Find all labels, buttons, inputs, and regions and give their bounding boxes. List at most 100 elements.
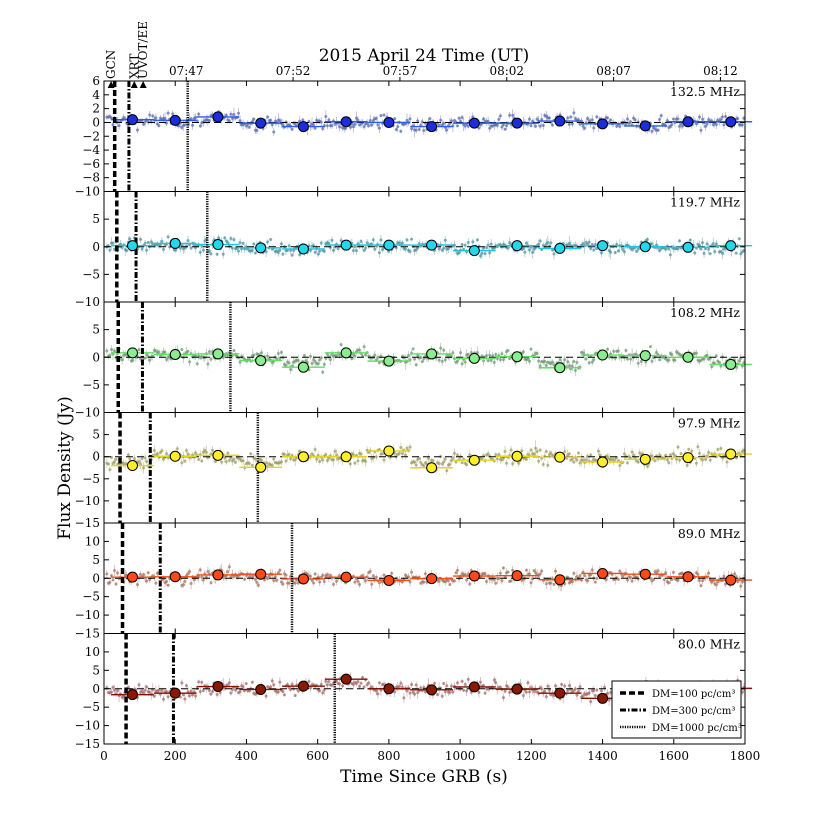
panel-3-noise-point xyxy=(419,460,423,464)
panel-3-noise-point xyxy=(431,458,435,462)
panel-0-noise-point xyxy=(625,117,629,121)
panel-1-noise-point xyxy=(616,249,620,253)
panel-0-noise-point xyxy=(143,120,147,124)
panel-0-noise-point xyxy=(697,115,701,119)
panel-2-noise-point xyxy=(373,353,377,357)
panel-1-noise-point xyxy=(609,250,613,254)
panel-2-noise-point xyxy=(550,360,554,364)
panel-4-noise-point xyxy=(423,572,427,576)
panel-4-noise-point xyxy=(109,574,113,578)
panel-5-noise-point xyxy=(543,689,547,693)
panel-5-noise-point xyxy=(442,681,446,685)
panel-4-noise-point xyxy=(267,574,271,578)
panel-1-noise-point xyxy=(485,246,489,250)
panel-2-noise-point xyxy=(289,368,293,372)
panel-1-noise-point xyxy=(488,251,492,255)
panel-4-noise-point xyxy=(309,574,313,578)
panel-5-noise-point xyxy=(111,685,115,689)
panel-0-noise-point xyxy=(495,123,499,127)
panel-0-noise-point xyxy=(618,125,622,129)
panel-5-noise-point xyxy=(448,690,452,694)
panel-3-noise-point xyxy=(707,450,711,454)
panel-3-noise-point xyxy=(725,460,729,464)
panel-1-noise-point xyxy=(482,246,486,250)
panel-5-noise-point xyxy=(592,689,596,693)
panel-3-noise-point xyxy=(486,452,490,456)
panel-2-noise-point xyxy=(316,362,320,366)
panel-4-noise-point xyxy=(273,575,277,579)
panel-4-noise-point xyxy=(356,579,360,583)
panel-0-noise-point xyxy=(377,126,381,130)
panel-3-noise-point xyxy=(705,454,709,458)
panel-4-noise-point xyxy=(142,573,146,577)
panel-0-noise-point xyxy=(658,117,662,121)
panel-2-noise-point xyxy=(411,347,415,351)
panel-4-noise-point xyxy=(699,584,703,588)
panel-3-noise-point xyxy=(359,452,363,456)
panel-4-noise-point xyxy=(374,575,378,579)
panel-3-noise-point xyxy=(287,452,291,456)
panel-4-noise-point xyxy=(243,577,247,581)
panel-5-noise-point xyxy=(370,685,374,689)
panel-3-noise-point xyxy=(233,460,237,464)
panel-0-noise-point xyxy=(393,117,397,121)
panel-1-noise-point xyxy=(364,246,368,250)
panel-5-noise-point xyxy=(198,689,202,693)
panel-1-noise-point xyxy=(276,250,280,254)
panel-1-noise-point xyxy=(678,239,682,243)
panel-0-noise-point xyxy=(679,122,683,126)
panel-4-noise-point xyxy=(318,580,322,584)
panel-4-noise-point xyxy=(408,580,412,584)
panel-5-noise-point xyxy=(599,689,603,693)
panel-3-noise-point xyxy=(249,452,253,456)
panel-4-noise-point xyxy=(111,578,115,582)
panel-5-noise-point xyxy=(207,689,211,693)
panel-5-noise-point xyxy=(307,679,311,683)
panel-2-noise-point xyxy=(492,360,496,364)
panel-5-noise-point xyxy=(575,693,579,697)
panel-1-noise-point xyxy=(549,241,553,245)
panel-4-noise-point xyxy=(492,578,496,582)
panel-4-noise-point xyxy=(192,578,196,582)
panel-0-noise-point xyxy=(463,124,467,128)
panel-3-noise-point xyxy=(716,447,720,451)
panel-4-noise-point xyxy=(511,568,515,572)
panel-0-noise-point xyxy=(457,116,461,120)
panel-4-noise-point xyxy=(586,579,590,583)
panel-0-noise-point xyxy=(606,116,610,120)
panel-0-noise-point xyxy=(325,124,329,128)
panel-3-noise-point xyxy=(570,457,574,461)
panel-5-noise-point xyxy=(483,691,487,695)
panel-3-noise-point xyxy=(200,459,204,463)
panel-2-noise-point xyxy=(420,360,424,364)
panel-1-noise-point xyxy=(452,243,456,247)
panel-0-noise-point xyxy=(374,116,378,120)
panel-0-noise-point xyxy=(117,124,121,128)
panel-4-noise-point xyxy=(321,573,325,577)
panel-5-noise-point xyxy=(589,700,593,704)
panel-0-noise-point xyxy=(609,118,613,122)
panel-1-noise-point xyxy=(201,248,205,252)
panel-2-noise-point xyxy=(482,359,486,363)
panel-0-noise-point xyxy=(330,124,334,128)
panel-4-noise-point xyxy=(595,576,599,580)
panel-0-noise-point xyxy=(354,116,358,120)
panel-5-noise-point xyxy=(578,685,582,689)
panel-2-noise-point xyxy=(612,349,616,353)
panel-3-noise-point xyxy=(224,460,228,464)
panel-1-noise-point xyxy=(215,252,219,256)
panel-0-noise-point xyxy=(541,124,545,128)
panel-1-noise-point xyxy=(125,249,129,253)
panel-1-noise-point xyxy=(599,251,603,255)
panel-4-noise-point xyxy=(652,578,656,582)
panel-2-noise-point xyxy=(302,354,306,358)
panel-3-noise-point xyxy=(184,449,188,453)
panel-5-noise-point xyxy=(410,683,414,687)
panel-0-noise-point xyxy=(723,115,727,119)
panel-5-noise-point xyxy=(215,693,219,697)
panel-1-noise-point xyxy=(397,241,401,245)
panel-1-noise-point xyxy=(200,244,204,248)
panel-4-noise-point xyxy=(452,579,456,583)
panel-0-noise-point xyxy=(382,113,386,117)
panel-1-noise-point xyxy=(362,248,366,252)
